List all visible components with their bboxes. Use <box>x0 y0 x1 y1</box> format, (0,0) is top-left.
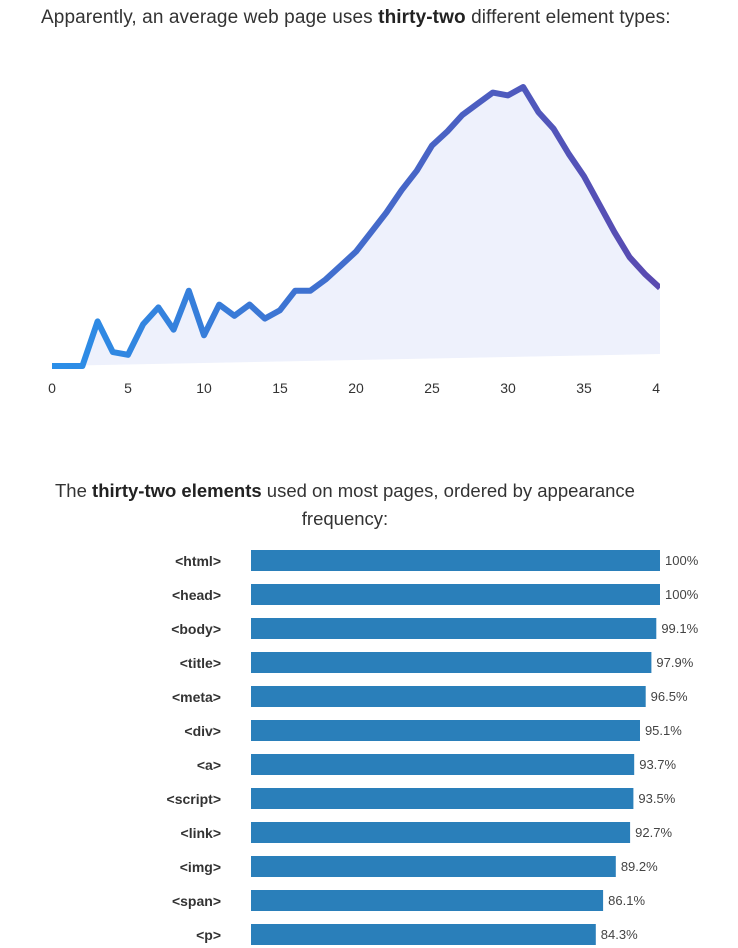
bar <box>251 686 646 707</box>
x-tick-label: 35 <box>576 380 592 396</box>
x-tick-label: 15 <box>272 380 288 396</box>
bar <box>251 924 596 945</box>
bar-category-label: <meta> <box>172 689 221 705</box>
bar <box>251 754 635 775</box>
bar-value-label: 99.1% <box>661 621 698 636</box>
x-tick-label: 25 <box>424 380 440 396</box>
bar <box>251 822 631 843</box>
element-frequency-bar-chart: <html> 100% <head> 100% <body> 99.1% <title> 97… <box>167 550 699 945</box>
bar-value-label: 100% <box>665 587 699 602</box>
bar <box>251 720 640 741</box>
bar-category-label: <link> <box>181 825 221 841</box>
element-count-line-chart: 40 0 5 10 15 20 25 30 35 <box>48 84 668 396</box>
x-tick-label: 30 <box>500 380 516 396</box>
bar-chart-caption: The thirty-two elements used on most pag… <box>40 477 650 533</box>
caption-prefix: The <box>55 480 93 501</box>
bar-category-label: <img> <box>180 859 221 875</box>
x-tick-label: 10 <box>196 380 212 396</box>
bar-category-label: <script> <box>167 791 221 807</box>
bar-category-label: <a> <box>197 757 221 773</box>
bar-value-label: 93.5% <box>638 791 675 806</box>
bar-category-label: <div> <box>184 723 221 739</box>
line-chart-series <box>52 84 660 369</box>
bar <box>251 856 616 877</box>
bar-value-label: 86.1% <box>608 893 645 908</box>
bar <box>251 550 660 571</box>
bar-category-label: <head> <box>172 587 221 603</box>
bar-value-label: 92.7% <box>635 825 672 840</box>
caption-suffix: used on most pages, ordered by appearanc… <box>261 480 635 529</box>
bar-category-label: <body> <box>171 621 221 637</box>
line-chart-area <box>52 87 660 366</box>
bar-value-label: 93.7% <box>639 757 676 772</box>
bar-value-label: 89.2% <box>621 859 658 874</box>
bar <box>251 788 634 809</box>
intro-emphasis: thirty-two <box>378 7 466 28</box>
bar <box>251 584 660 605</box>
x-tick-label: 40 <box>652 380 668 396</box>
intro-prefix: Apparently, an average web page uses <box>41 7 379 28</box>
caption-emphasis: thirty-two elements <box>92 480 262 501</box>
bar-value-label: 97.9% <box>656 655 693 670</box>
bar-category-label: <title> <box>180 655 221 671</box>
bar-value-label: 84.3% <box>601 927 638 942</box>
bar-category-label: <p> <box>196 927 221 943</box>
x-tick-label: 0 <box>48 380 56 396</box>
bar-category-label: <span> <box>172 893 221 909</box>
bar-value-label: 95.1% <box>645 723 682 738</box>
intro-suffix: different element types: <box>465 7 671 28</box>
bar <box>251 890 604 911</box>
bar <box>251 618 657 639</box>
bar-value-label: 96.5% <box>651 689 688 704</box>
bar-category-label: <html> <box>175 553 221 569</box>
x-tick-label: 5 <box>124 380 132 396</box>
intro-text: Apparently, an average web page uses thi… <box>41 7 671 29</box>
bar <box>251 652 652 673</box>
x-tick-label: 20 <box>348 380 364 396</box>
bar-value-label: 100% <box>665 553 699 568</box>
